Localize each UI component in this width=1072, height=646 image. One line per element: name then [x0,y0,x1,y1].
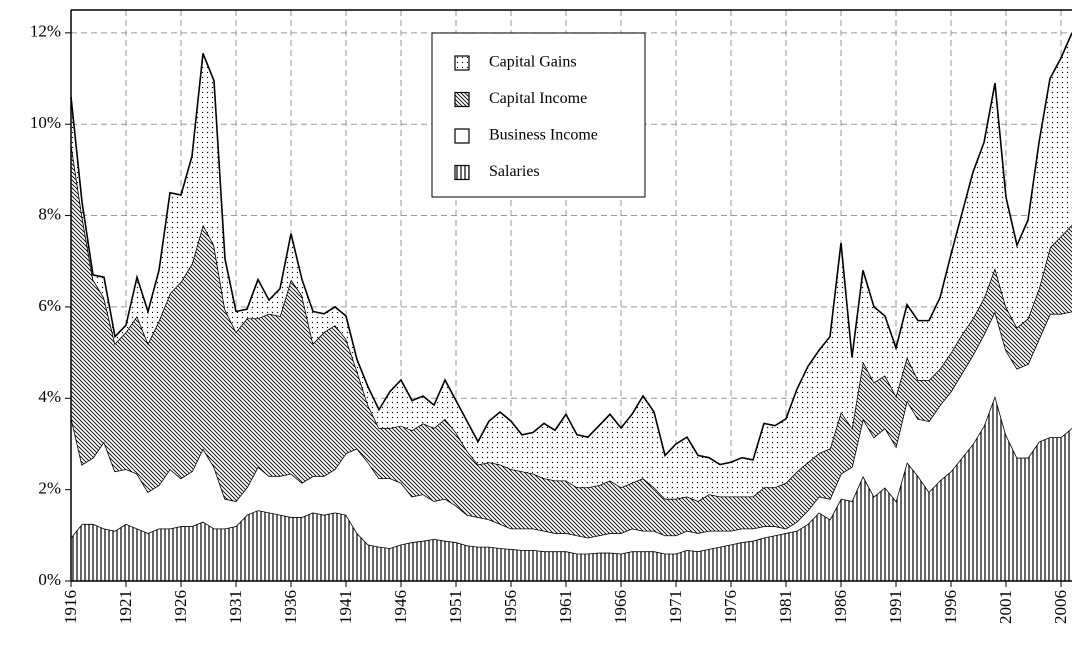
area [71,395,1072,581]
x-tick-label: 1921 [116,590,135,624]
y-tick-label: 0% [38,570,61,589]
x-tick-label: 2001 [996,590,1015,624]
legend-swatch [454,91,470,108]
areas [70,32,1072,581]
x-tick-label: 1951 [446,590,465,624]
x-tick-label: 1986 [831,590,850,624]
legend-label: Capital Income [489,90,587,107]
y-tick-label: 10% [30,113,61,132]
legend-label: Salaries [489,163,540,180]
x-tick-label: 1946 [391,590,410,624]
x-tick-label: 1956 [501,590,520,624]
area-line [70,32,1072,466]
x-tick-label: 1996 [941,590,960,624]
axes: 0% 2% 4% 6% 8% 10% 12% 1916 1921 1926 1931 1936 1941… [30,9,1072,624]
x-tick-label: 1931 [226,590,245,624]
y-tick-label: 12% [30,22,61,41]
x-tick-label: 2006 [1051,590,1070,624]
y-tick-label: 8% [38,204,61,223]
x-tick-label: 1936 [281,590,300,624]
legend-swatch [454,55,470,71]
x-tick-label: 1961 [556,590,575,624]
x-tick-label: 1981 [776,590,795,624]
legend: Capital Gains Capital Income Business Inco… [431,32,646,198]
legend-label: Capital Gains [489,54,577,71]
x-tick-label: 1971 [666,590,685,624]
area [71,32,1072,502]
x-tick-label: 1916 [61,590,80,624]
x-tick-label: 1941 [336,590,355,624]
y-tick-label: 4% [38,387,61,406]
legend-swatch [454,164,470,181]
y-tick-label: 6% [38,296,61,315]
legend-label: Business Income [489,127,598,144]
x-tick-label: 1926 [171,590,190,624]
y-tick-label: 2% [38,479,61,498]
x-tick-label: 1991 [886,590,905,624]
x-tick-label: 1966 [611,590,630,624]
legend-swatch [454,128,470,144]
area [71,142,1072,538]
area [71,311,1072,554]
x-tick-label: 1976 [721,590,740,624]
